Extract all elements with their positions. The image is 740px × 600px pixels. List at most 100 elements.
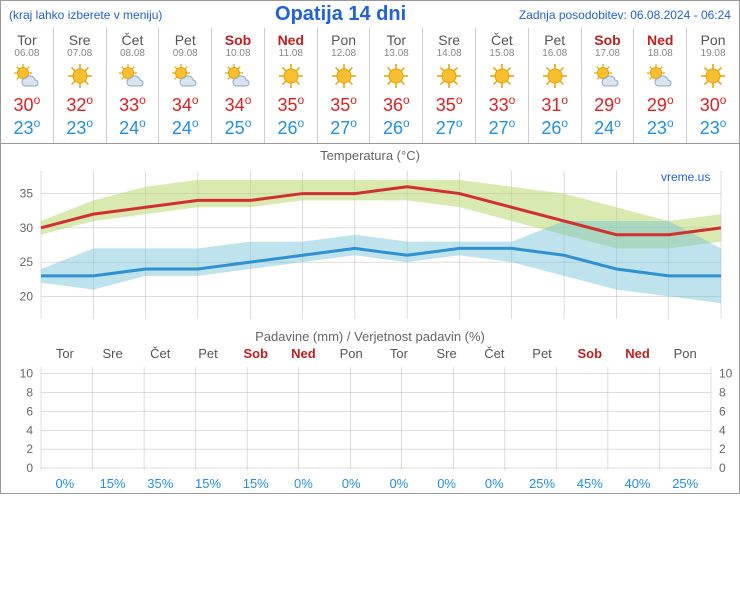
sun-cloud-icon — [107, 61, 159, 91]
temp-low: 26o — [265, 116, 317, 139]
day-name: Tor — [370, 32, 422, 48]
temp-low: 25o — [212, 116, 264, 139]
precip-day-label: Ned — [280, 346, 328, 361]
precip-chart-title: Padavine (mm) / Verjetnost padavin (%) — [1, 329, 739, 344]
day-cell: Pet 09.08 34o 24o — [158, 28, 211, 143]
precip-section: Padavine (mm) / Verjetnost padavin (%) T… — [1, 325, 739, 493]
day-date: 15.08 — [476, 48, 528, 59]
day-date: 14.08 — [423, 48, 475, 59]
precip-probability: 15% — [232, 476, 280, 491]
day-date: 16.08 — [529, 48, 581, 59]
day-date: 07.08 — [54, 48, 106, 59]
day-cell: Sre 07.08 32o 23o — [53, 28, 106, 143]
temp-low: 26o — [370, 116, 422, 139]
day-date: 08.08 — [107, 48, 159, 59]
day-date: 17.08 — [582, 48, 634, 59]
sun-cloud-icon — [159, 61, 211, 91]
temperature-section: Temperatura (°C) 20253035vreme.us — [1, 144, 739, 325]
page-title: Opatija 14 dni — [275, 3, 406, 26]
precip-day-label: Pet — [518, 346, 566, 361]
day-cell: Pon 19.08 30o 23o — [686, 28, 739, 143]
precip-probability: 0% — [423, 476, 471, 491]
svg-text:6: 6 — [26, 404, 33, 418]
svg-text:2: 2 — [26, 442, 33, 456]
precip-day-label: Ned — [614, 346, 662, 361]
day-cell: Tor 13.08 36o 26o — [369, 28, 422, 143]
temp-high: 35o — [423, 93, 475, 116]
precip-probability: 45% — [566, 476, 614, 491]
precip-day-label: Sob — [566, 346, 614, 361]
svg-text:4: 4 — [26, 423, 33, 437]
day-name: Sob — [582, 32, 634, 48]
day-name: Ned — [265, 32, 317, 48]
day-name: Pon — [318, 32, 370, 48]
temp-high: 29o — [634, 93, 686, 116]
temperature-chart-title: Temperatura (°C) — [1, 148, 739, 163]
day-cell: Pon 12.08 35o 27o — [317, 28, 370, 143]
precip-day-label: Sre — [423, 346, 471, 361]
precip-day-label: Pon — [661, 346, 709, 361]
svg-text:0: 0 — [719, 461, 726, 475]
precip-day-label: Sre — [89, 346, 137, 361]
sun-cloud-icon — [582, 61, 634, 91]
day-date: 09.08 — [159, 48, 211, 59]
temp-high: 29o — [582, 93, 634, 116]
precip-day-label: Tor — [41, 346, 89, 361]
day-cell: Sob 10.08 34o 25o — [211, 28, 264, 143]
day-name: Pon — [687, 32, 739, 48]
precip-probability: 35% — [136, 476, 184, 491]
sun-icon — [265, 61, 317, 91]
day-date: 13.08 — [370, 48, 422, 59]
day-name: Ned — [634, 32, 686, 48]
temp-high: 33o — [107, 93, 159, 116]
svg-text:20: 20 — [20, 289, 34, 303]
svg-text:30: 30 — [20, 221, 34, 235]
day-name: Čet — [476, 32, 528, 48]
day-cell: Ned 18.08 29o 23o — [633, 28, 686, 143]
svg-text:10: 10 — [20, 367, 34, 381]
temp-high: 35o — [265, 93, 317, 116]
precip-probability: 0% — [41, 476, 89, 491]
svg-text:2: 2 — [719, 442, 726, 456]
precip-probability: 25% — [518, 476, 566, 491]
day-name: Pet — [529, 32, 581, 48]
svg-text:25: 25 — [20, 255, 34, 269]
temp-low: 27o — [423, 116, 475, 139]
temp-low: 24o — [107, 116, 159, 139]
svg-text:10: 10 — [719, 367, 733, 381]
precip-pct-row: 0%15%35%15%15%0%0%0%0%0%25%45%40%25% — [1, 476, 739, 493]
precip-chart: 00224466881010 — [1, 361, 740, 476]
temp-high: 36o — [370, 93, 422, 116]
temp-high: 30o — [687, 93, 739, 116]
precip-day-label: Tor — [375, 346, 423, 361]
day-date: 11.08 — [265, 48, 317, 59]
precip-probability: 0% — [280, 476, 328, 491]
daily-forecast-row: Tor 06.08 30o 23o Sre 07.08 32o 23o Čet … — [1, 28, 739, 144]
precip-day-label: Čet — [136, 346, 184, 361]
precip-probability: 40% — [614, 476, 662, 491]
temp-low: 27o — [476, 116, 528, 139]
temp-low: 24o — [159, 116, 211, 139]
temp-low: 23o — [634, 116, 686, 139]
day-name: Sre — [423, 32, 475, 48]
temp-high: 31o — [529, 93, 581, 116]
temp-low: 23o — [687, 116, 739, 139]
day-cell: Čet 08.08 33o 24o — [106, 28, 159, 143]
menu-hint: (kraj lahko izberete v meniju) — [9, 8, 162, 22]
temp-high: 30o — [1, 93, 53, 116]
svg-text:6: 6 — [719, 404, 726, 418]
temperature-chart: 20253035vreme.us — [1, 165, 740, 325]
precip-day-label: Čet — [470, 346, 518, 361]
precip-day-label: Sob — [232, 346, 280, 361]
temp-high: 32o — [54, 93, 106, 116]
sun-cloud-icon — [212, 61, 264, 91]
temp-high: 35o — [318, 93, 370, 116]
precip-probability: 0% — [327, 476, 375, 491]
svg-text:0: 0 — [26, 461, 33, 475]
day-name: Sre — [54, 32, 106, 48]
svg-text:8: 8 — [719, 386, 726, 400]
day-name: Čet — [107, 32, 159, 48]
day-cell: Ned 11.08 35o 26o — [264, 28, 317, 143]
precip-day-label: Pon — [327, 346, 375, 361]
precip-day-labels: TorSreČetPetSobNedPonTorSreČetPetSobNedP… — [1, 346, 739, 361]
